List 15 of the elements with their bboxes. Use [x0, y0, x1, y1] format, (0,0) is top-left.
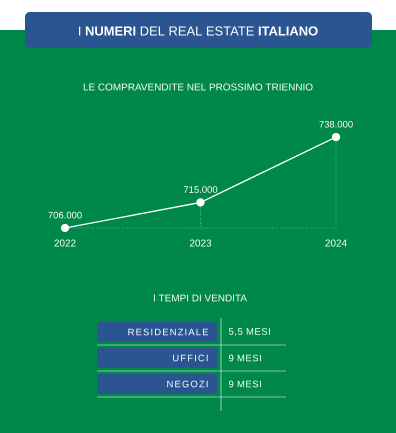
- chart-title: I NUMERI DEL REAL ESTATE ITALIANO: [79, 26, 318, 36]
- x-tick-label: 2022: [54, 240, 76, 247]
- text: 9 MESI: [228, 380, 261, 388]
- data-label: 738.000: [319, 120, 353, 128]
- text: UFFICI: [173, 354, 208, 362]
- text: I TEMPI DI VENDITA: [154, 294, 247, 302]
- text: 5,5 MESI: [228, 328, 270, 336]
- x-tick-label: 2023: [190, 240, 212, 247]
- text: RESIDENZIALE: [128, 328, 208, 336]
- data-label: 715.000: [184, 186, 218, 193]
- text: NEGOZI: [167, 380, 208, 388]
- chart-subtitle: LE COMPRAVENDITE NEL PROSSIMO TRIENNIO: [84, 83, 313, 91]
- text: 9 MESI: [228, 354, 261, 362]
- x-tick-label: 2024: [325, 240, 347, 247]
- data-label: 706.000: [48, 212, 82, 218]
